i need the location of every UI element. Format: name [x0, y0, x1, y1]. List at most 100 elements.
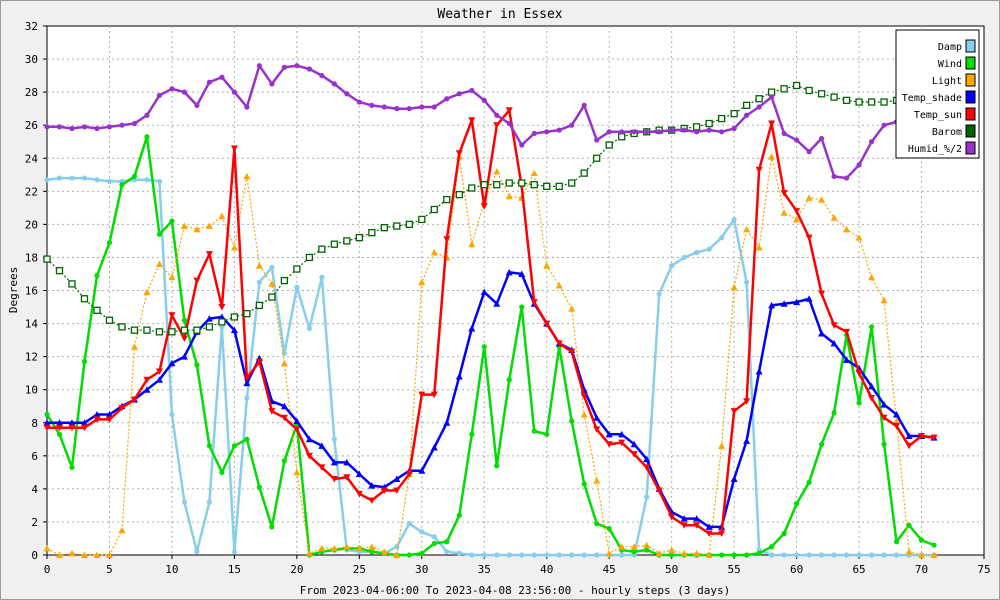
data-point-damp [206, 499, 213, 505]
data-point-temp-sun [443, 236, 451, 243]
data-point-humid-2 [868, 139, 875, 145]
data-point-wind [281, 458, 287, 464]
legend-label-damp: Damp [938, 42, 962, 53]
data-point-light [605, 549, 613, 557]
data-point-damp [619, 552, 625, 558]
data-point-temp-shade [455, 372, 463, 380]
data-point-temp-sun [143, 376, 151, 384]
x-tick-label: 5 [106, 563, 113, 576]
data-point-humid-2 [719, 129, 725, 135]
data-point-temp-sun [680, 522, 688, 529]
data-point-barom [180, 326, 189, 334]
data-point-humid-2 [356, 99, 362, 105]
data-point-temp-sun [493, 122, 501, 129]
data-point-wind [256, 484, 262, 490]
data-point-humid-2 [369, 102, 375, 108]
data-point-barom [43, 255, 51, 263]
data-point-wind [269, 524, 275, 530]
data-point-damp [831, 552, 837, 558]
data-point-temp-sun [230, 145, 238, 152]
data-point-light [580, 410, 588, 418]
data-point-damp [818, 552, 825, 558]
data-point-barom [767, 88, 776, 96]
data-point-temp-shade [168, 359, 176, 367]
data-point-barom [305, 253, 314, 262]
data-point-temp-shade [155, 376, 163, 383]
data-point-humid-2 [506, 120, 512, 127]
data-point-temp-sun [380, 487, 388, 495]
data-point-wind [719, 552, 725, 558]
data-point-damp [731, 216, 737, 223]
data-point-light [805, 194, 813, 201]
data-point-light [55, 551, 63, 558]
data-point-barom [543, 182, 551, 191]
data-point-wind [94, 273, 100, 279]
data-point-temp-sun [780, 189, 788, 197]
data-point-light [655, 549, 663, 557]
data-point-damp [794, 552, 800, 558]
data-point-wind [631, 549, 637, 555]
data-point-humid-2 [81, 124, 88, 130]
data-point-barom [268, 293, 276, 301]
data-point-wind [219, 469, 225, 475]
y-tick-label: 2 [31, 516, 38, 529]
data-point-wind [469, 431, 475, 437]
x-tick-label: 45 [603, 563, 616, 576]
data-point-wind [69, 464, 75, 470]
data-point-wind [906, 522, 912, 528]
data-point-temp-shade [305, 435, 313, 443]
data-point-temp-sun [55, 424, 63, 432]
data-point-humid-2 [581, 102, 587, 108]
data-point-temp-shade [505, 268, 513, 276]
data-point-temp-sun [193, 277, 201, 285]
data-point-wind [481, 344, 487, 350]
data-point-humid-2 [694, 129, 700, 135]
data-point-temp-shade [243, 379, 251, 387]
data-point-light [843, 225, 851, 233]
y-tick-label: 18 [25, 251, 38, 264]
data-point-wind [169, 218, 175, 224]
data-point-damp [506, 552, 512, 558]
data-point-damp [544, 552, 550, 558]
data-point-temp-sun [505, 107, 513, 114]
data-point-humid-2 [331, 81, 337, 87]
data-point-damp [769, 552, 775, 558]
data-point-damp [169, 411, 175, 418]
data-point-wind [419, 550, 425, 556]
data-point-humid-2 [444, 96, 450, 102]
data-point-temp-sun [818, 290, 826, 298]
data-point-temp-shade [355, 470, 363, 477]
data-point-humid-2 [144, 112, 150, 118]
data-point-wind [531, 428, 537, 434]
data-point-temp-sun [130, 396, 138, 404]
data-point-temp-shade [330, 458, 338, 466]
y-tick-label: 20 [25, 218, 38, 231]
data-point-temp-sun [168, 312, 176, 319]
data-point-damp [481, 552, 487, 558]
data-point-temp-sun [93, 416, 101, 423]
data-point-temp-shade [180, 353, 188, 360]
x-tick-label: 60 [790, 563, 803, 576]
data-point-damp [569, 552, 575, 558]
data-point-humid-2 [781, 130, 787, 137]
data-point-barom [830, 93, 838, 101]
data-point-humid-2 [481, 97, 487, 103]
data-point-damp [806, 552, 812, 558]
data-point-temp-sun [805, 234, 813, 242]
data-point-wind [544, 431, 550, 437]
data-point-temp-shade [55, 419, 63, 426]
data-point-barom [355, 233, 363, 242]
data-point-damp [456, 550, 462, 556]
data-point-light [543, 262, 551, 269]
data-point-temp-sun [843, 328, 851, 336]
data-point-temp-sun [255, 358, 263, 366]
data-point-barom [218, 318, 226, 326]
data-point-barom [168, 328, 176, 336]
data-point-temp-shade [343, 458, 351, 466]
data-point-temp-shade [693, 515, 701, 522]
legend-label-wind: Wind [938, 59, 962, 70]
data-point-barom [343, 237, 351, 245]
data-point-temp-sun [705, 530, 713, 538]
y-tick-label: 14 [25, 318, 39, 331]
data-point-damp [644, 494, 650, 500]
